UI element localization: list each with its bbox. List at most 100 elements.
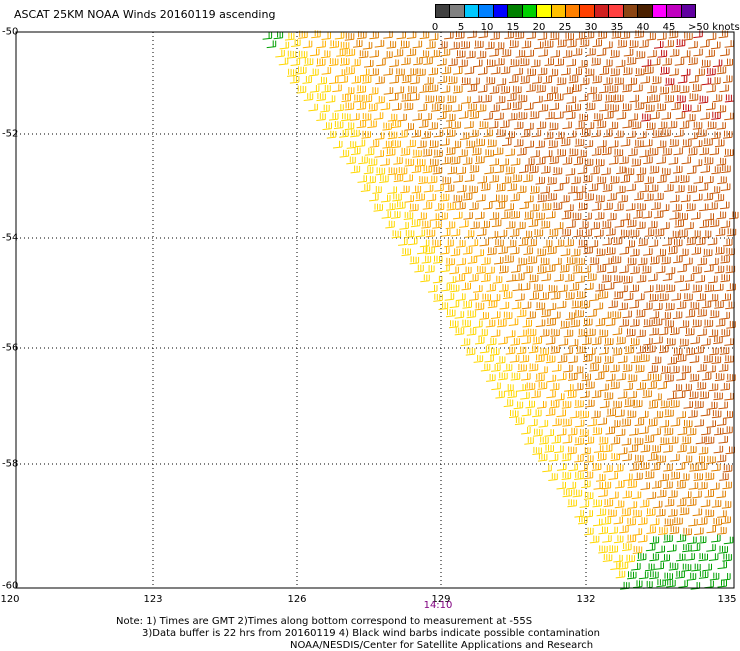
- wind-barb: [679, 507, 690, 516]
- wind-barb: [700, 408, 711, 417]
- wind-barb: [711, 111, 721, 120]
- wind-barb: [687, 147, 698, 156]
- wind-barb: [723, 58, 733, 67]
- wind-barb: [705, 102, 716, 111]
- wind-barb: [562, 50, 573, 58]
- wind-barb: [725, 446, 735, 455]
- wind-barb: [548, 86, 558, 95]
- wind-barb: [712, 94, 723, 103]
- wind-barb: [601, 167, 611, 176]
- wind-barb: [619, 156, 629, 165]
- wind-barb: [664, 94, 674, 103]
- wind-barb: [554, 273, 564, 282]
- wind-barb: [607, 212, 617, 221]
- wind-barb: [719, 346, 730, 355]
- wind-barb: [612, 237, 623, 246]
- wind-barb: [502, 363, 513, 372]
- wind-barb: [668, 490, 678, 499]
- wind-barb: [681, 156, 691, 165]
- wind-barb: [487, 300, 498, 309]
- wind-barb: [338, 75, 348, 84]
- wind-barb: [547, 284, 558, 293]
- wind-barb: [464, 121, 474, 129]
- wind-barb: [587, 418, 597, 427]
- wind-barb: [492, 275, 503, 284]
- wind-barb: [464, 174, 475, 182]
- wind-barb: [566, 96, 577, 104]
- wind-barb: [551, 311, 561, 320]
- wind-barb: [594, 372, 605, 380]
- wind-barb: [484, 41, 495, 50]
- wind-barb: [374, 150, 384, 158]
- wind-barb: [608, 121, 619, 130]
- wind-barb: [519, 201, 529, 210]
- wind-barb: [664, 498, 675, 507]
- wind-barb: [689, 301, 700, 310]
- wind-barb: [602, 237, 612, 246]
- wind-barb: [698, 570, 709, 579]
- legend-label: 40: [636, 22, 650, 33]
- wind-barb: [392, 193, 402, 202]
- wind-barb: [608, 545, 618, 554]
- wind-barb: [624, 346, 635, 355]
- wind-barb: [372, 186, 382, 194]
- wind-barb: [686, 427, 697, 436]
- wind-barb: [644, 435, 655, 444]
- wind-barb: [686, 237, 696, 246]
- wind-barb: [489, 194, 500, 203]
- wind-barb: [549, 32, 560, 41]
- wind-barb: [725, 265, 736, 274]
- wind-barb: [496, 78, 507, 86]
- wind-barb: [373, 203, 383, 212]
- wind-barb: [583, 158, 594, 167]
- wind-barb: [341, 113, 351, 122]
- wind-barb: [597, 140, 607, 148]
- wind-barb: [460, 338, 471, 347]
- wind-barb: [674, 219, 684, 228]
- wind-barb: [726, 228, 737, 237]
- wind-barb: [507, 183, 517, 192]
- wind-barb: [716, 454, 727, 463]
- wind-barb: [421, 220, 431, 229]
- wind-barb: [686, 166, 697, 175]
- wind-barb: [695, 275, 705, 283]
- wind-barb: [403, 174, 413, 183]
- wind-barb: [622, 310, 632, 319]
- wind-barb: [721, 516, 731, 524]
- wind-barb: [593, 445, 604, 453]
- wind-barb: [631, 491, 642, 500]
- wind-barb: [498, 194, 508, 203]
- wind-barb: [657, 175, 667, 184]
- wind-barb: [513, 121, 524, 130]
- wind-barb: [698, 446, 709, 455]
- wind-barb: [712, 518, 722, 527]
- wind-barb: [617, 391, 628, 399]
- wind-barb: [723, 426, 733, 435]
- wind-barb: [633, 472, 643, 481]
- wind-barb: [633, 437, 644, 446]
- wind-barb: [599, 383, 609, 392]
- wind-barb: [525, 400, 535, 409]
- wind-barb: [638, 410, 649, 419]
- wind-barb: [632, 399, 643, 408]
- wind-barb: [676, 373, 686, 381]
- wind-barb: [672, 165, 683, 174]
- wind-barb: [481, 257, 491, 266]
- wind-barb: [717, 176, 727, 185]
- wind-barb: [533, 428, 543, 437]
- wind-barb: [679, 121, 690, 130]
- wind-barb: [649, 327, 659, 336]
- wind-barb: [676, 95, 686, 104]
- wind-barb: [374, 132, 385, 140]
- wind-barb: [469, 164, 480, 173]
- wind-barb: [646, 491, 657, 500]
- wind-barb: [344, 102, 355, 111]
- wind-barb: [635, 309, 646, 318]
- wind-barb: [636, 382, 646, 391]
- wind-barb: [552, 202, 563, 211]
- wind-barb: [701, 77, 712, 86]
- wind-barb: [547, 246, 557, 255]
- wind-barb: [444, 293, 455, 301]
- wind-barb: [564, 239, 574, 247]
- wind-barb: [558, 338, 569, 346]
